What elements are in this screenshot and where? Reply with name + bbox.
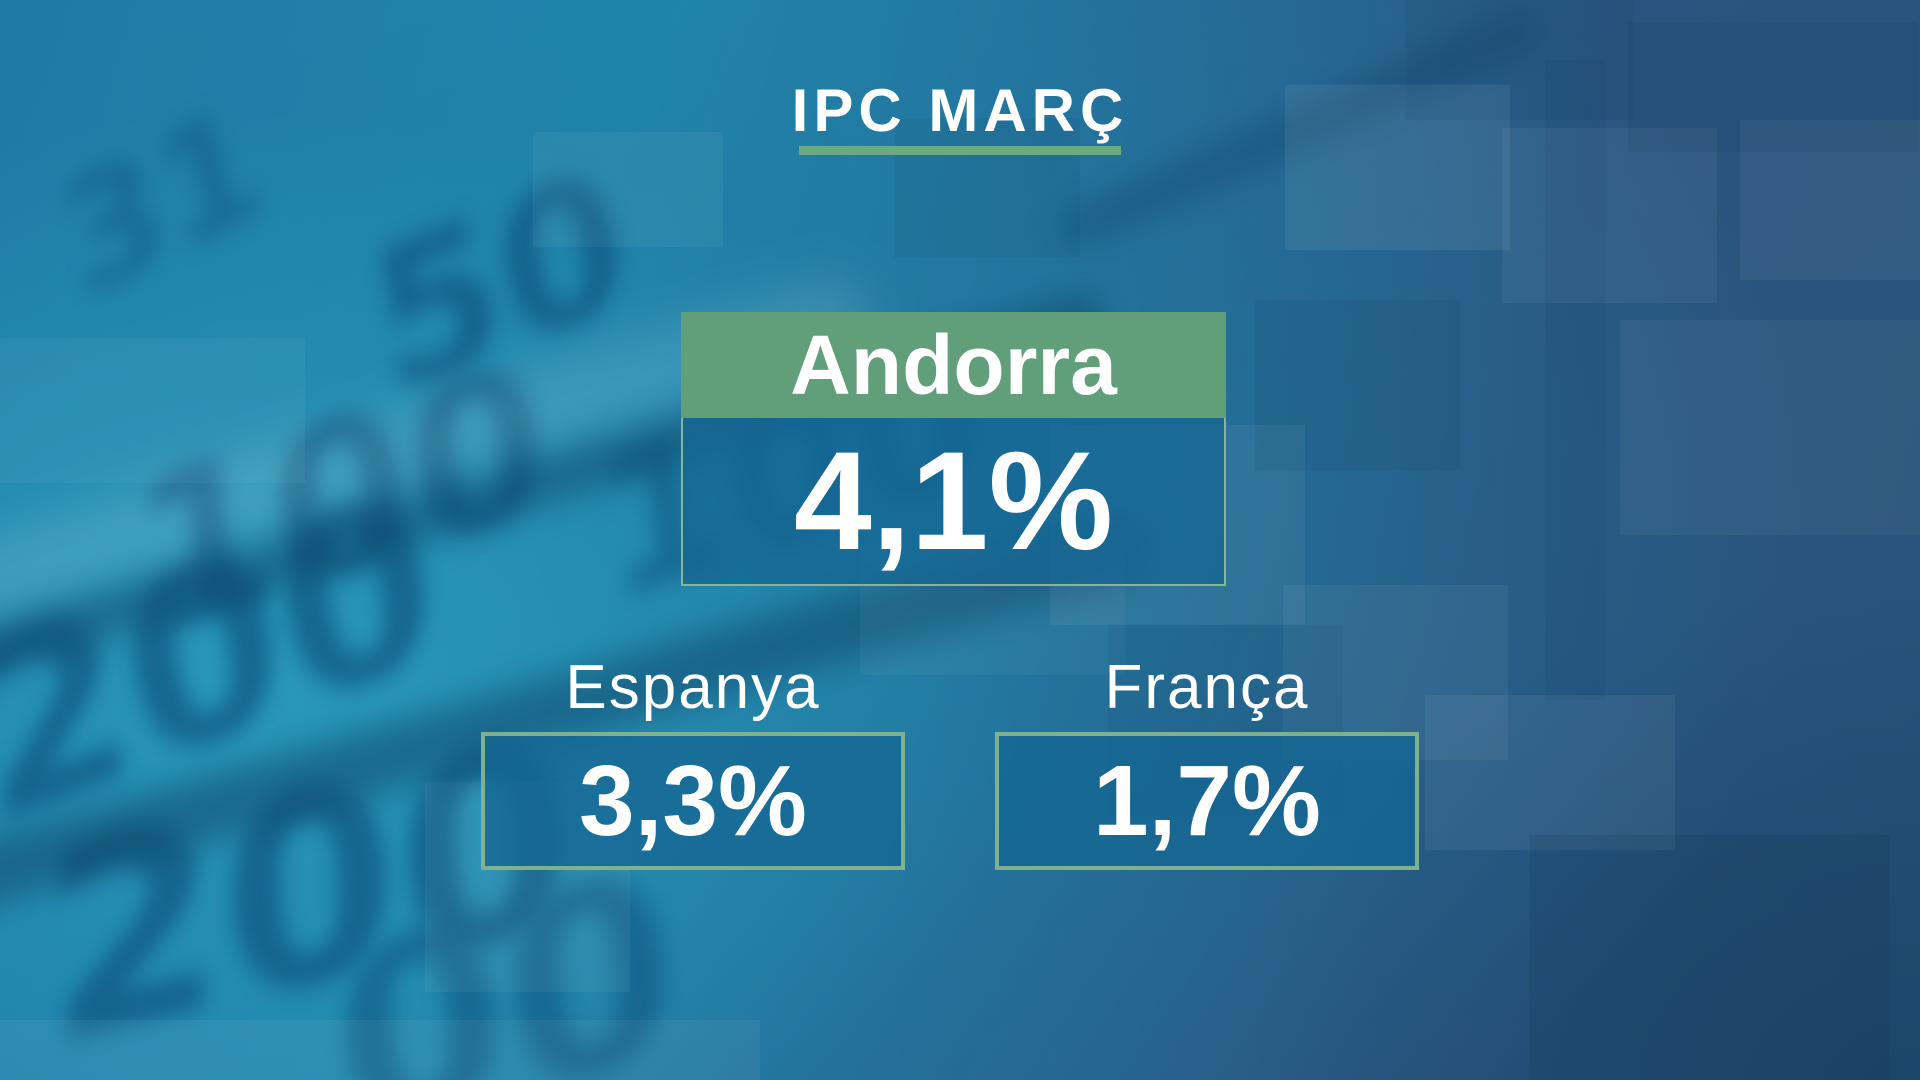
mosaic-tile [0,338,305,483]
mosaic-tile [1620,320,1920,535]
label-espanya: Espanya [565,653,821,722]
card-franca-value: 1,7% [995,732,1419,870]
card-andorra-value: 4,1% [681,418,1226,586]
mosaic-tile [1405,0,1635,120]
page-title: IPC MARÇ [791,77,1129,144]
mosaic-tile [1628,22,1918,152]
mosaic-tile [533,132,723,247]
mosaic-tile [1502,128,1717,303]
label-franca: França [1104,653,1310,722]
title-underline [799,146,1121,155]
card-andorra-label: Andorra [681,312,1226,418]
mosaic-tile [1530,835,1890,1080]
card-andorra: Andorra 4,1% [681,312,1226,586]
mosaic-tile [1425,695,1675,850]
mosaic-tile [1740,120,1920,280]
mosaic-tile [0,1020,760,1080]
mosaic-tile [1285,85,1510,250]
mosaic-tile [895,118,1080,258]
mosaic-tile [1283,585,1508,760]
mosaic-tile [1545,60,1605,700]
mosaic-tile [1255,300,1460,470]
card-espanya-value: 3,3% [481,732,905,870]
